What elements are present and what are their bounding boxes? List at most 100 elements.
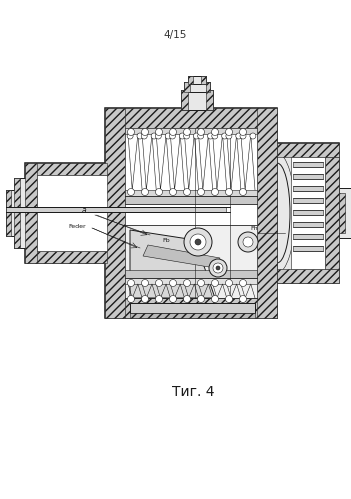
Bar bbox=[105, 298, 277, 318]
Circle shape bbox=[165, 133, 171, 139]
Bar bbox=[277, 143, 339, 157]
Bar bbox=[206, 82, 210, 92]
Circle shape bbox=[222, 133, 228, 139]
Bar bbox=[293, 234, 323, 239]
Bar bbox=[25, 163, 37, 263]
Bar bbox=[277, 269, 339, 283]
Circle shape bbox=[184, 133, 190, 139]
Circle shape bbox=[141, 295, 148, 302]
Polygon shape bbox=[130, 230, 215, 298]
Circle shape bbox=[127, 295, 134, 302]
Circle shape bbox=[193, 133, 199, 139]
Bar bbox=[130, 313, 255, 318]
Circle shape bbox=[127, 133, 133, 139]
Text: Τиг. 4: Τиг. 4 bbox=[172, 385, 214, 399]
Circle shape bbox=[225, 295, 232, 302]
Polygon shape bbox=[143, 245, 220, 268]
Circle shape bbox=[127, 279, 134, 286]
Circle shape bbox=[198, 129, 205, 136]
Bar bbox=[181, 90, 213, 110]
Circle shape bbox=[216, 266, 220, 270]
Circle shape bbox=[243, 237, 253, 247]
Bar bbox=[206, 90, 213, 110]
Bar bbox=[25, 163, 107, 263]
Circle shape bbox=[137, 133, 143, 139]
Text: Fh: Fh bbox=[250, 226, 258, 231]
Circle shape bbox=[170, 133, 176, 139]
Bar bbox=[130, 303, 255, 313]
Circle shape bbox=[141, 279, 148, 286]
Circle shape bbox=[225, 189, 232, 196]
Bar bbox=[339, 193, 345, 233]
Bar bbox=[125, 128, 257, 134]
Circle shape bbox=[239, 129, 246, 136]
Circle shape bbox=[226, 133, 232, 139]
Circle shape bbox=[184, 129, 191, 136]
Bar bbox=[6, 207, 226, 212]
Bar bbox=[293, 186, 323, 191]
Bar bbox=[293, 198, 323, 203]
Bar bbox=[339, 188, 351, 238]
Text: Fb: Fb bbox=[162, 238, 170, 243]
Circle shape bbox=[155, 189, 163, 196]
Circle shape bbox=[225, 279, 232, 286]
Bar bbox=[14, 178, 27, 248]
Circle shape bbox=[198, 189, 205, 196]
Circle shape bbox=[184, 295, 191, 302]
Circle shape bbox=[141, 133, 147, 139]
Bar bbox=[14, 178, 20, 248]
Bar bbox=[25, 163, 107, 175]
Bar bbox=[188, 76, 206, 84]
Circle shape bbox=[209, 259, 227, 277]
Circle shape bbox=[212, 129, 219, 136]
Text: 4/15: 4/15 bbox=[163, 30, 187, 40]
Circle shape bbox=[250, 133, 256, 139]
Bar bbox=[201, 76, 206, 84]
Circle shape bbox=[190, 234, 206, 250]
Circle shape bbox=[236, 133, 242, 139]
Bar bbox=[125, 270, 257, 278]
Circle shape bbox=[151, 133, 157, 139]
Bar bbox=[293, 210, 323, 215]
Circle shape bbox=[212, 279, 219, 286]
Circle shape bbox=[170, 189, 177, 196]
Bar bbox=[105, 108, 277, 128]
Bar bbox=[125, 225, 257, 298]
Circle shape bbox=[239, 279, 246, 286]
Circle shape bbox=[184, 279, 191, 286]
Circle shape bbox=[127, 129, 134, 136]
Circle shape bbox=[195, 239, 201, 245]
Circle shape bbox=[155, 133, 161, 139]
Circle shape bbox=[207, 133, 213, 139]
Circle shape bbox=[170, 295, 177, 302]
Bar bbox=[277, 143, 339, 283]
Circle shape bbox=[198, 295, 205, 302]
Circle shape bbox=[239, 295, 246, 302]
Bar bbox=[37, 175, 107, 251]
Circle shape bbox=[155, 295, 163, 302]
Circle shape bbox=[239, 189, 246, 196]
Text: Feder: Feder bbox=[68, 224, 86, 229]
Bar bbox=[25, 251, 107, 263]
Bar bbox=[125, 190, 257, 196]
Bar bbox=[293, 222, 323, 227]
Circle shape bbox=[127, 189, 134, 196]
Circle shape bbox=[198, 279, 205, 286]
Circle shape bbox=[240, 133, 246, 139]
Bar bbox=[291, 157, 325, 269]
Circle shape bbox=[184, 189, 191, 196]
Bar bbox=[125, 196, 257, 204]
Bar bbox=[184, 82, 210, 92]
Circle shape bbox=[225, 129, 232, 136]
Bar bbox=[181, 90, 188, 110]
Circle shape bbox=[155, 279, 163, 286]
Bar bbox=[293, 162, 323, 167]
Circle shape bbox=[212, 133, 218, 139]
Bar bbox=[293, 174, 323, 179]
Bar bbox=[125, 278, 257, 284]
Bar bbox=[293, 246, 323, 251]
Circle shape bbox=[170, 279, 177, 286]
Bar bbox=[105, 108, 277, 318]
Bar bbox=[125, 128, 257, 298]
Bar bbox=[188, 76, 193, 84]
